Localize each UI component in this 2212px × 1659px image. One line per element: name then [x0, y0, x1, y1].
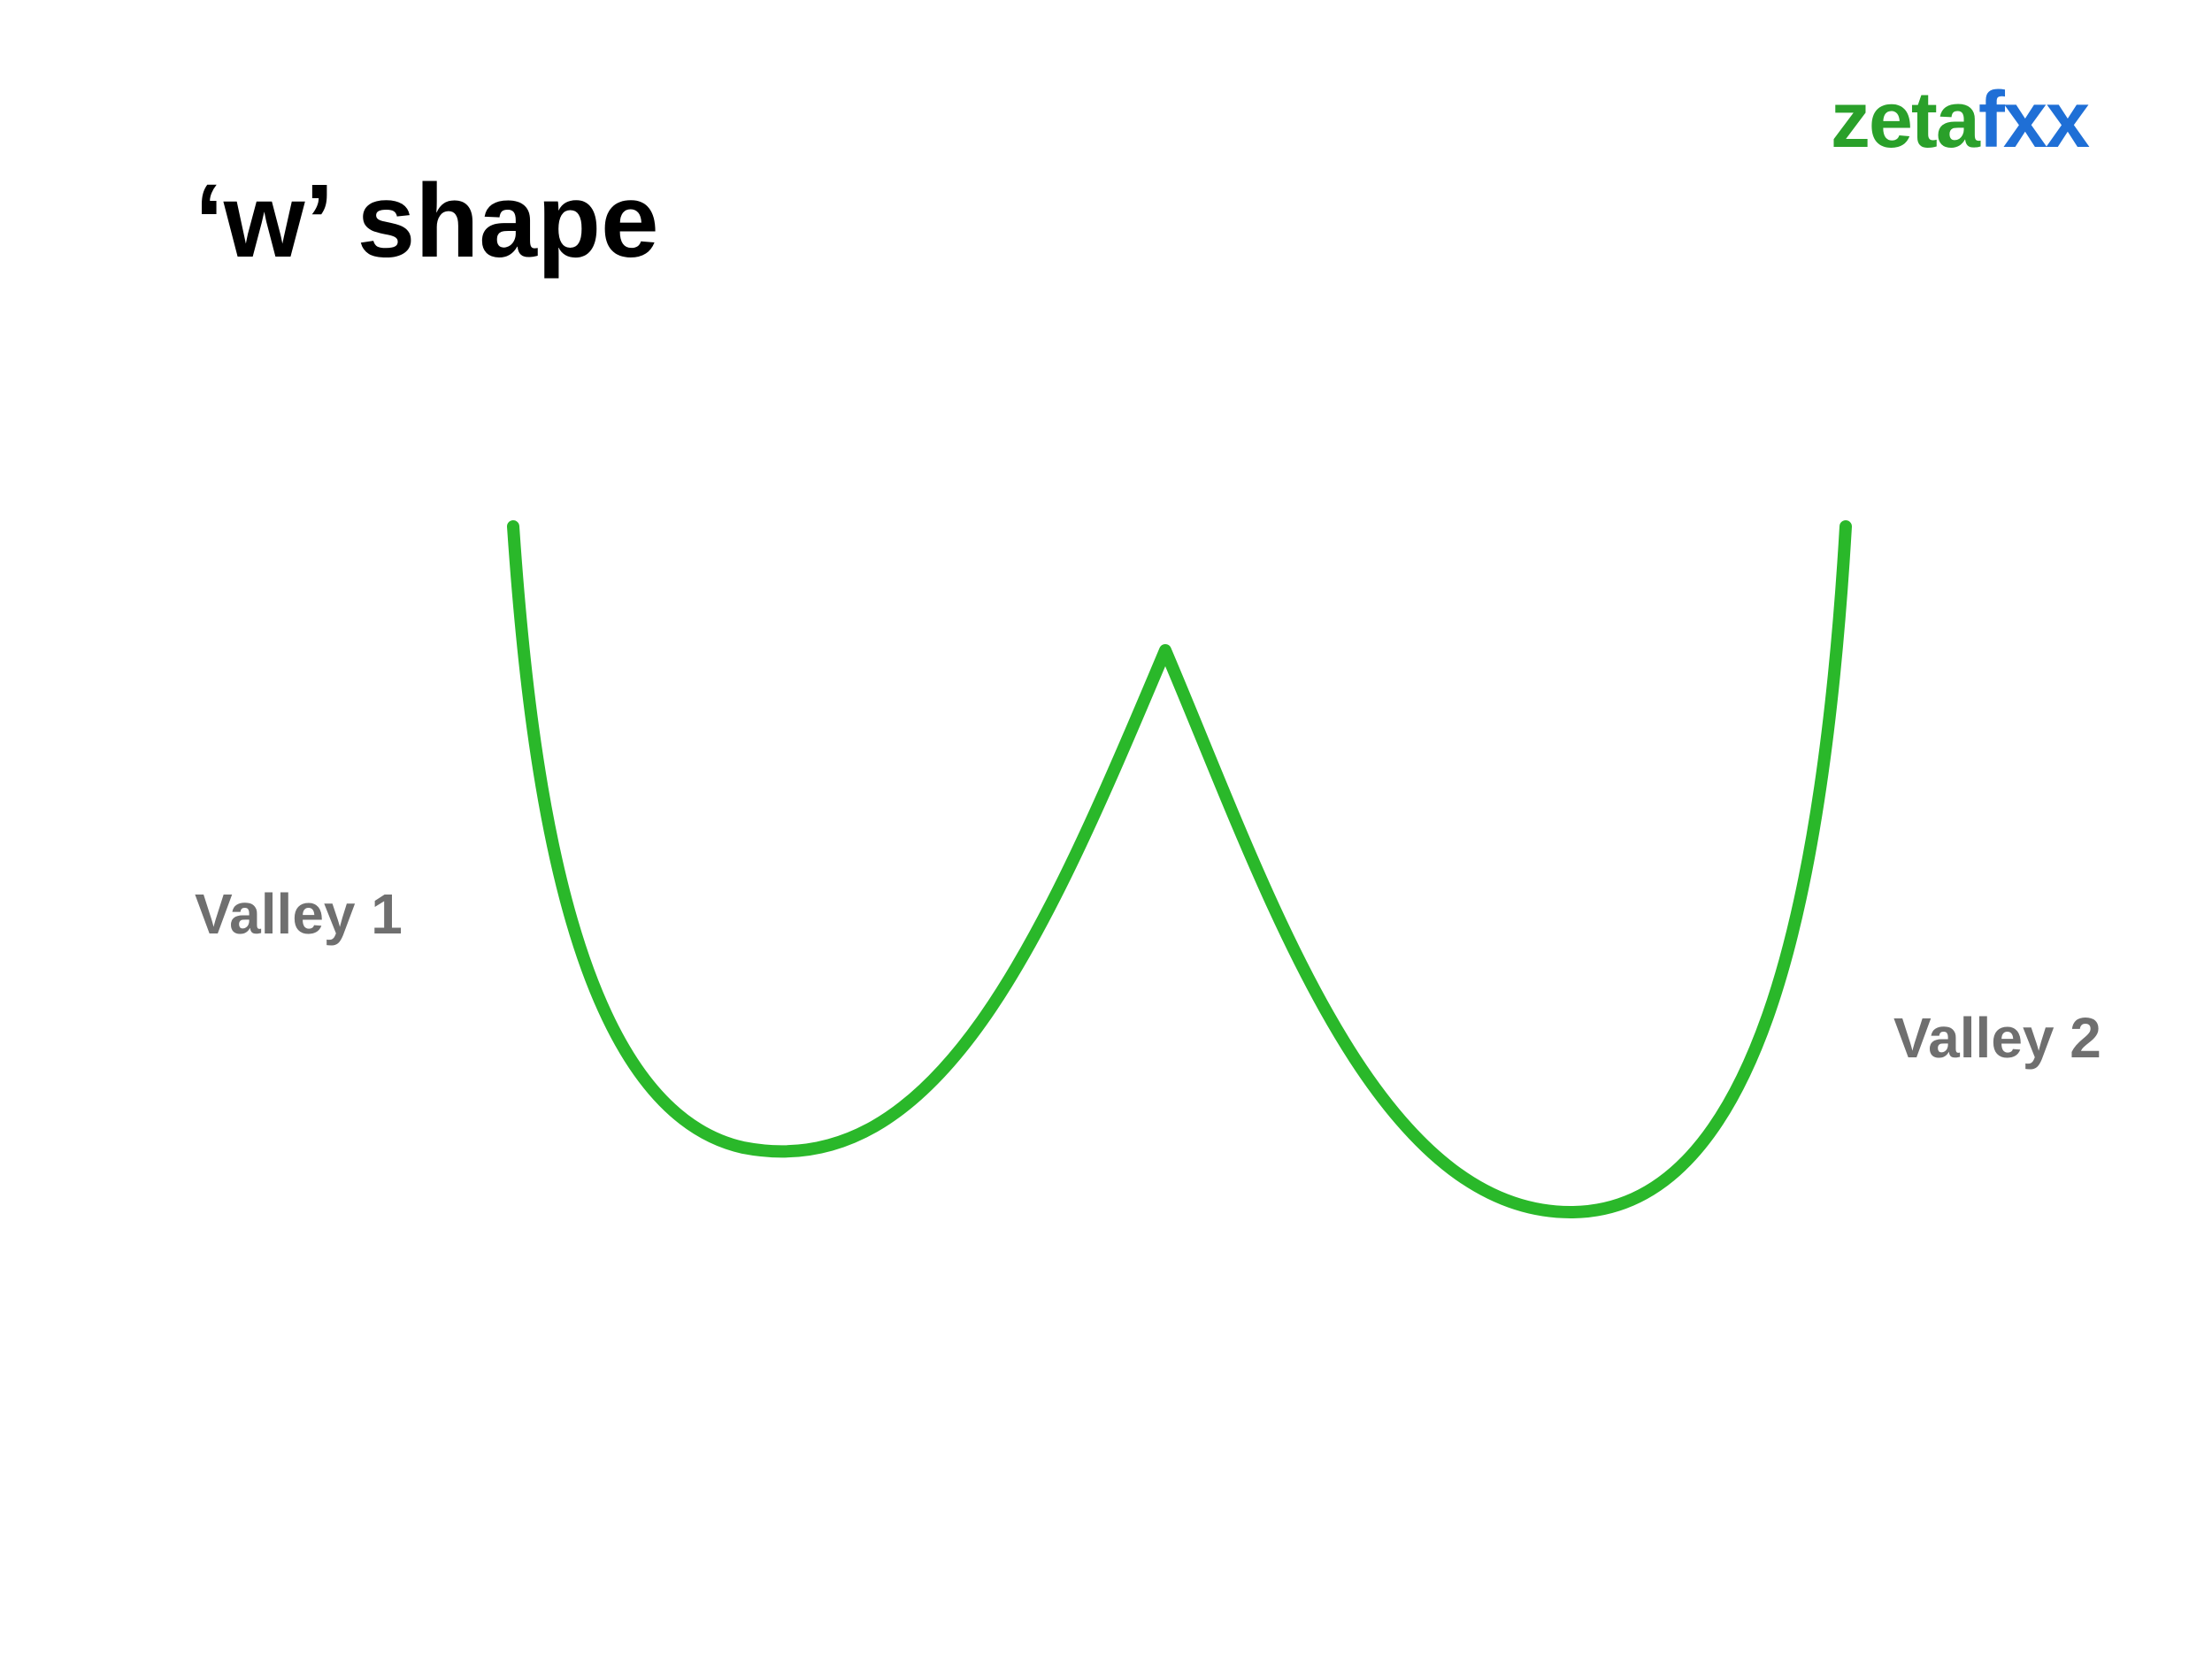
w-shape-curve — [0, 0, 2212, 1659]
slide-canvas: zetafxx ‘w’ shape Valley 1 Valley 2 — [0, 0, 2212, 1659]
w-shape-path — [513, 526, 1846, 1212]
